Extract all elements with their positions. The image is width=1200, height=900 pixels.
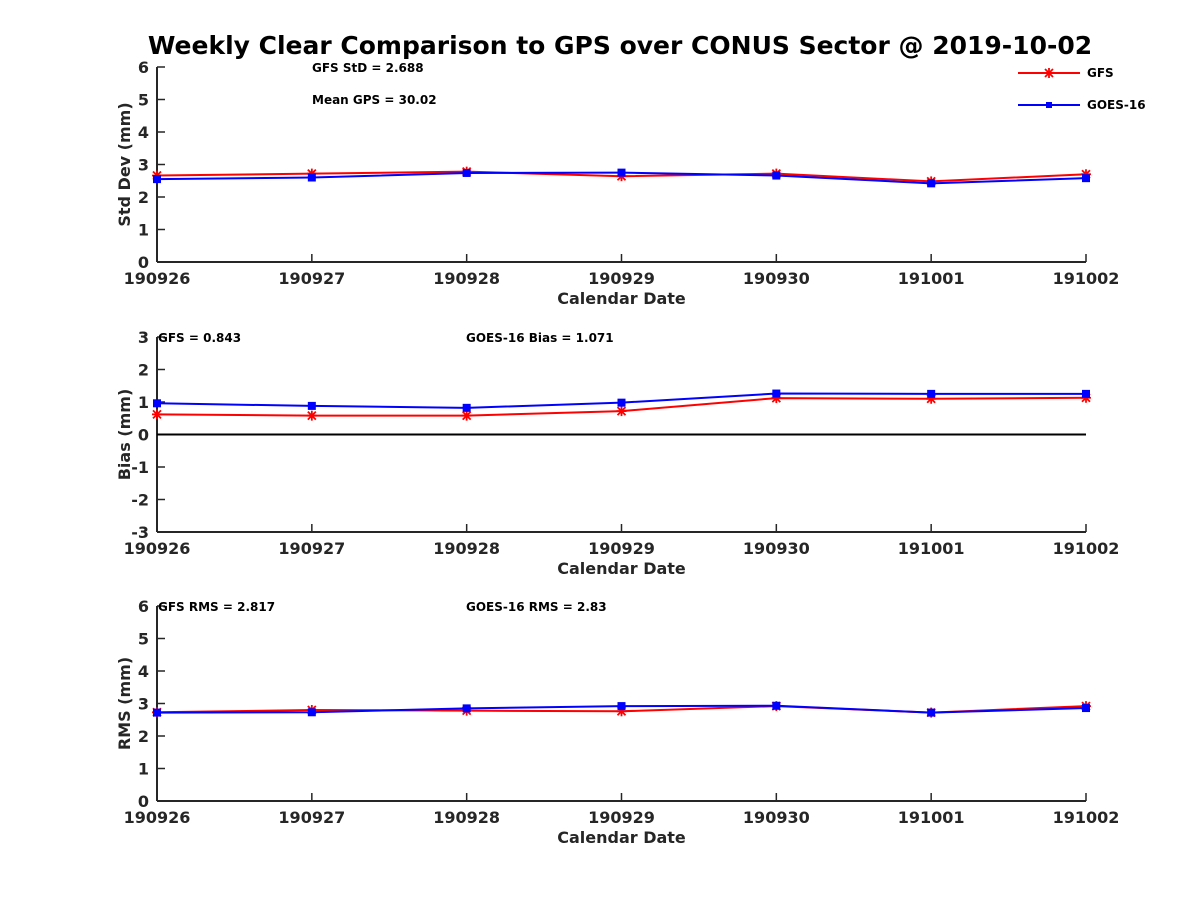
x-tick-label: 191002: [1053, 269, 1120, 288]
x-axis-label: Calendar Date: [557, 289, 686, 308]
y-tick-label: 1: [138, 393, 149, 412]
y-tick-label: 3: [138, 156, 149, 175]
y-tick-label: 0: [138, 792, 149, 811]
y-tick-label: 0: [138, 426, 149, 445]
series-goes-16: [153, 389, 1090, 412]
y-axis-label: Std Dev (mm): [115, 102, 134, 226]
x-tick-label: 190927: [278, 808, 345, 827]
series-goes-16: [153, 701, 1090, 717]
data-point: [927, 708, 936, 717]
y-tick-label: 3: [138, 695, 149, 714]
y-tick-label: -3: [131, 523, 149, 542]
annotation-text: GFS RMS = 2.817: [158, 600, 275, 614]
y-tick-label: 4: [138, 123, 149, 142]
y-tick-label: -2: [131, 491, 149, 510]
data-point: [1082, 174, 1090, 183]
y-tick-label: 5: [138, 630, 149, 649]
data-point: [307, 708, 316, 717]
x-tick-label: 190927: [278, 269, 345, 288]
data-point: [153, 175, 161, 184]
x-tick-label: 190930: [743, 269, 810, 288]
y-tick-label: 2: [138, 188, 149, 207]
y-tick-label: 2: [138, 727, 149, 746]
annotation-text: GFS = 0.843: [158, 331, 241, 345]
y-axis-label: RMS (mm): [115, 657, 134, 750]
y-tick-label: 0: [138, 253, 149, 272]
data-point: [462, 403, 471, 412]
x-tick-label: 191001: [898, 808, 965, 827]
x-tick-label: 190926: [124, 269, 191, 288]
x-tick-label: 191002: [1053, 539, 1120, 558]
y-tick-label: 2: [138, 361, 149, 380]
data-point: [461, 410, 472, 421]
panel-rms: 0 1 2 3 4 5 6 190926 190927 190928 190929 190930 191…: [115, 597, 1119, 847]
x-tick-label: 190928: [433, 808, 500, 827]
annotation-text: GOES-16 Bias = 1.071: [466, 331, 614, 345]
data-point: [772, 389, 781, 398]
panel-std: 0 1 2 3 4 5 6 190926 190927 190928 190929 190930 191…: [115, 58, 1119, 308]
x-axis-label: Calendar Date: [557, 828, 686, 847]
data-point: [1082, 389, 1090, 398]
y-tick-label: 5: [138, 91, 149, 110]
x-tick-label: 190927: [278, 539, 345, 558]
y-axis-label: Bias (mm): [115, 389, 134, 481]
annotation-text: Mean GPS = 30.02: [312, 93, 437, 107]
x-tick-label: 190928: [433, 539, 500, 558]
legend-label: GFS: [1087, 66, 1114, 80]
y-tick-label: 6: [138, 58, 149, 77]
annotation-text: GOES-16 RMS = 2.83: [466, 600, 607, 614]
data-point: [616, 406, 627, 417]
legend-entry-goes-16: GOES-16: [1018, 98, 1146, 112]
data-point: [152, 409, 162, 420]
x-tick-label: 190926: [124, 539, 191, 558]
data-point: [153, 708, 161, 717]
series-gfs: [152, 392, 1091, 421]
annotation-text: GFS StD = 2.688: [312, 61, 424, 75]
legend-marker: [1046, 102, 1052, 108]
x-tick-label: 191001: [898, 269, 965, 288]
data-point: [153, 399, 161, 408]
x-tick-label: 190929: [588, 269, 655, 288]
panels: 0 1 2 3 4 5 6 190926 190927 190928 190929 190930 191…: [115, 58, 1119, 847]
series-goes-16: [153, 168, 1090, 188]
data-point: [772, 701, 781, 710]
legend-marker: [1044, 68, 1054, 78]
chart-title: Weekly Clear Comparison to GPS over CONU…: [148, 31, 1092, 60]
y-tick-label: 4: [138, 662, 149, 681]
x-tick-label: 190930: [743, 808, 810, 827]
data-point: [307, 401, 316, 410]
x-tick-label: 190929: [588, 539, 655, 558]
data-point: [1082, 704, 1090, 713]
data-point: [927, 389, 936, 398]
data-point: [306, 410, 317, 421]
legend: GFS GOES-16: [1018, 66, 1146, 112]
x-tick-label: 191002: [1053, 808, 1120, 827]
legend-entry-gfs: GFS: [1018, 66, 1114, 80]
x-tick-label: 190930: [743, 539, 810, 558]
panel-bias: -3 -2 -1 0 1 2 3 190926 190927 190928 190929 190930…: [115, 328, 1119, 578]
data-point: [617, 702, 626, 711]
data-point: [617, 398, 626, 407]
data-point: [772, 171, 781, 180]
data-point: [307, 173, 316, 182]
x-tick-label: 190929: [588, 808, 655, 827]
legend-label: GOES-16: [1087, 98, 1146, 112]
y-tick-label: 1: [138, 760, 149, 779]
data-point: [462, 168, 471, 177]
y-tick-label: 1: [138, 221, 149, 240]
y-tick-label: 3: [138, 328, 149, 347]
data-point: [462, 704, 471, 713]
x-axis-label: Calendar Date: [557, 559, 686, 578]
x-tick-label: 190926: [124, 808, 191, 827]
y-tick-label: 6: [138, 597, 149, 616]
data-point: [927, 179, 936, 188]
x-tick-label: 191001: [898, 539, 965, 558]
data-point: [617, 168, 626, 177]
x-tick-label: 190928: [433, 269, 500, 288]
y-tick-label: -1: [131, 458, 149, 477]
